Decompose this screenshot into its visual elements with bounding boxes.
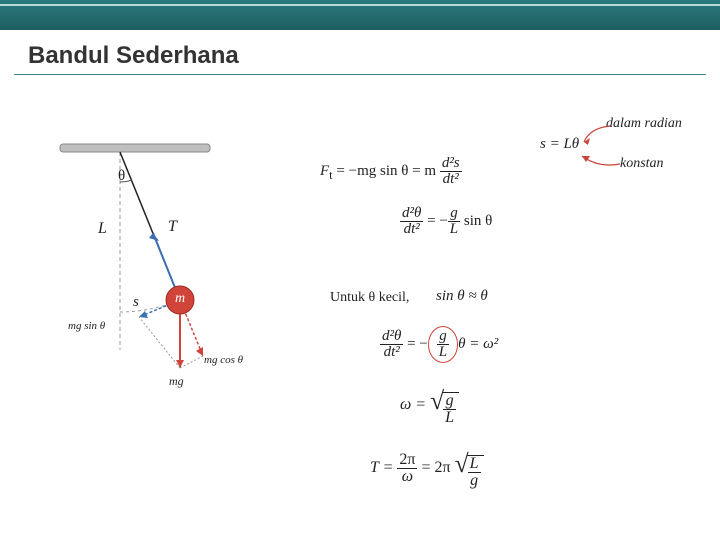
eq-ode-sin-rhs: sin θ [460, 213, 492, 229]
mg-cos-label: mg cos θ [204, 354, 243, 366]
theta-label: θ [118, 168, 125, 185]
eq-ode-sin: d²θdt² = −gL sin θ [400, 206, 492, 237]
eq-ode-sin-den: dt² [400, 222, 423, 237]
eq-period-omega: ω [397, 469, 417, 485]
eq-ode-sin-mid: = − [423, 213, 447, 229]
eq-period-L: L [468, 456, 481, 473]
annotation-konstan: konstan [620, 156, 664, 172]
annotation-small-angle: Untuk θ kecil, [330, 290, 409, 306]
eq-ode-linear-num: d²θ [380, 329, 403, 345]
eq-ode-sin-L: L [448, 222, 460, 237]
eq-omega-g: g [443, 393, 456, 410]
eq-small-angle-approx: sin θ ≈ θ [436, 288, 488, 305]
eq-omega-L: L [443, 410, 456, 426]
construction-1 [139, 317, 180, 368]
eq-period-2pi: 2π [397, 452, 417, 469]
eq-force-F: F [320, 163, 329, 179]
arc-length-label: s [133, 294, 139, 311]
konstan-arrow [578, 148, 624, 176]
eq-ode-linear-mid: = − [403, 336, 427, 352]
tension-label: T [168, 218, 177, 236]
circled-g-over-L: gL [428, 326, 458, 363]
eq-force: Ft = −mg sin θ = m d²sdt² [320, 156, 462, 187]
eq-period-T: T = [370, 459, 397, 476]
eq-ode-sin-g: g [448, 206, 460, 222]
eq-ode-sin-num: d²θ [400, 206, 423, 222]
eq-omega: ω = √gL [400, 392, 459, 426]
header-bar [0, 0, 720, 30]
mass-label: m [175, 291, 185, 307]
page-title: Bandul Sederhana [28, 42, 239, 70]
eq-ode-linear-L: L [437, 345, 449, 360]
eq-force-num: d²s [440, 156, 462, 172]
eq-period-g: g [468, 473, 481, 489]
radian-arrow [580, 120, 620, 150]
eq-ode-linear-den: dt² [380, 345, 403, 360]
support-rail [60, 144, 210, 152]
eq-arc-length: s = Lθ [540, 136, 579, 153]
mg-label: mg [169, 374, 184, 389]
eq-force-text: = −mg sin θ = m [333, 163, 436, 179]
eq-ode-linear-rhs: θ = ω² [458, 336, 498, 352]
string-length-label: L [98, 220, 107, 238]
construction-2 [180, 356, 203, 368]
eq-ode-linear: d²θdt² = −gLθ = ω² [380, 326, 498, 363]
title-underline [14, 74, 706, 75]
mg-sin-label: mg sin θ [68, 320, 105, 332]
eq-force-den: dt² [440, 172, 462, 187]
eq-ode-linear-g: g [437, 329, 449, 345]
eq-period-eq: = 2π [421, 459, 450, 476]
eq-period: T = 2πω = 2π √Lg [370, 452, 484, 489]
eq-omega-lhs: ω = [400, 396, 430, 413]
